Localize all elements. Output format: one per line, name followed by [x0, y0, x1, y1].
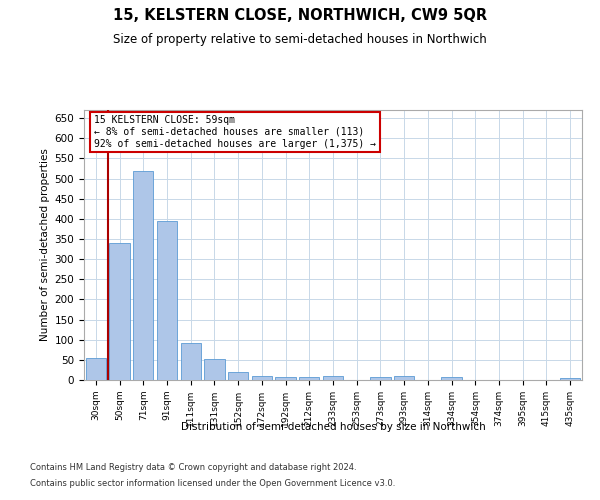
Bar: [205, 359, 224, 380]
Bar: [109, 243, 130, 380]
Text: 15, KELSTERN CLOSE, NORTHWICH, CW9 5QR: 15, KELSTERN CLOSE, NORTHWICH, CW9 5QR: [113, 8, 487, 22]
Bar: [394, 376, 414, 380]
Text: Size of property relative to semi-detached houses in Northwich: Size of property relative to semi-detach…: [113, 32, 487, 46]
Bar: [442, 377, 461, 380]
Bar: [252, 376, 272, 380]
Bar: [157, 221, 177, 380]
Bar: [228, 372, 248, 380]
Bar: [133, 172, 154, 380]
Bar: [323, 376, 343, 380]
Bar: [181, 342, 201, 380]
Bar: [560, 378, 580, 380]
Bar: [370, 377, 391, 380]
Text: Contains HM Land Registry data © Crown copyright and database right 2024.: Contains HM Land Registry data © Crown c…: [30, 464, 356, 472]
Bar: [275, 377, 296, 380]
Bar: [86, 358, 106, 380]
Bar: [299, 377, 319, 380]
Text: Contains public sector information licensed under the Open Government Licence v3: Contains public sector information licen…: [30, 478, 395, 488]
Text: Distribution of semi-detached houses by size in Northwich: Distribution of semi-detached houses by …: [181, 422, 485, 432]
Text: 15 KELSTERN CLOSE: 59sqm
← 8% of semi-detached houses are smaller (113)
92% of s: 15 KELSTERN CLOSE: 59sqm ← 8% of semi-de…: [94, 116, 376, 148]
Y-axis label: Number of semi-detached properties: Number of semi-detached properties: [40, 148, 50, 342]
